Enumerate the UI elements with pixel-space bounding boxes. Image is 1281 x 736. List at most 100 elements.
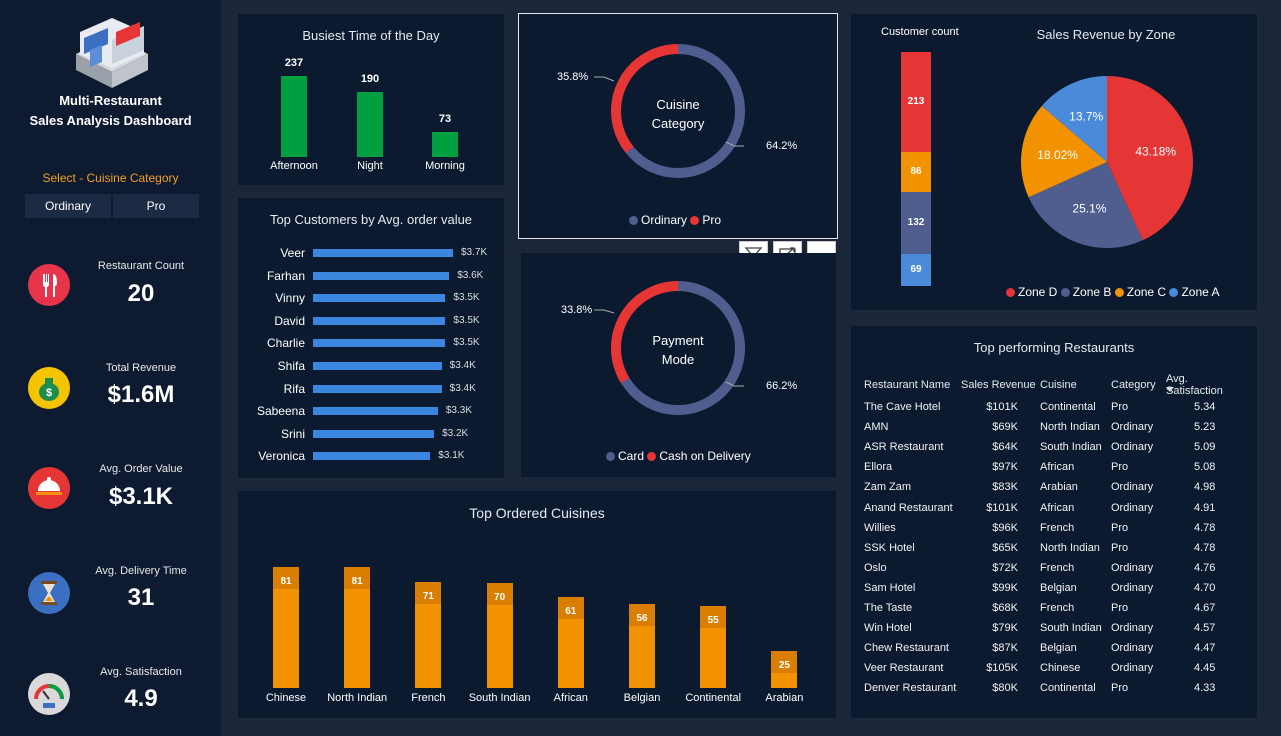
- customer-count-segment-zone-d[interactable]: 213: [901, 52, 931, 152]
- slicer-option-ordinary[interactable]: Ordinary: [25, 194, 111, 218]
- cuisine-bar-category: Continental: [685, 692, 742, 704]
- table-row[interactable]: AMN $69K North Indian Ordinary 5.23: [864, 417, 1246, 437]
- pie-slice-zone-d[interactable]: [1107, 76, 1193, 241]
- legend-item-zone-c[interactable]: Zone C: [1114, 285, 1166, 299]
- cuisine-bar-north-indian[interactable]: 81: [344, 567, 371, 688]
- table-row[interactable]: Oslo $72K French Ordinary 4.76: [864, 558, 1246, 578]
- customer-bar[interactable]: [313, 294, 446, 303]
- customer-bar[interactable]: [313, 407, 438, 416]
- cuisine-bar-african[interactable]: 61: [557, 596, 584, 688]
- column-header[interactable]: Cuisine: [1040, 379, 1077, 391]
- pie-slice-zone-b[interactable]: [1028, 162, 1143, 248]
- customer-bar[interactable]: [313, 271, 450, 280]
- pie-slice-zone-c[interactable]: [1021, 105, 1107, 198]
- cuisine-bar-belgian[interactable]: 56: [629, 604, 655, 688]
- table-cell: Zam Zam: [864, 481, 912, 494]
- cuisine-bar-arabian[interactable]: 25: [771, 650, 798, 688]
- table-cell: 4.45: [1194, 662, 1216, 675]
- pie-slice-zone-a[interactable]: [1041, 76, 1107, 162]
- customer-bar-value: $3.4K: [449, 360, 476, 371]
- column-header[interactable]: Sales Revenue: [961, 379, 1036, 391]
- table-row[interactable]: Sam Hotel $99K Belgian Ordinary 4.70: [864, 578, 1246, 598]
- cuisine-bar-south-indian[interactable]: 70: [486, 583, 513, 688]
- busiest-bar-night[interactable]: [357, 92, 383, 157]
- cash-pct-label: 33.8%: [561, 304, 593, 316]
- customer-bar-value: $3.5K: [453, 337, 480, 349]
- customer-bar[interactable]: [313, 249, 453, 257]
- table-row[interactable]: Anand Restaurant $101K African Ordinary 4.91: [864, 497, 1246, 517]
- kpi-avg-satisfaction-value: 4.9: [124, 685, 158, 712]
- table-row[interactable]: Denver Restaurant $80K Continental Pro 4.33: [864, 678, 1246, 698]
- cuisine-bar-category: French: [411, 692, 446, 704]
- table-cell: Chinese: [1040, 662, 1081, 675]
- customer-count-segment-zone-a[interactable]: 69: [901, 253, 931, 286]
- restaurant-logo-icon: [76, 18, 148, 88]
- legend-item-zone-d[interactable]: Zone D: [1006, 285, 1057, 299]
- table-row[interactable]: Veer Restaurant $105K Chinese Ordinary 4.45: [864, 658, 1246, 678]
- table-cell: Belgian: [1040, 581, 1077, 594]
- legend-item-zone-b[interactable]: Zone B: [1060, 285, 1111, 299]
- column-header[interactable]: Avg. Satisfaction: [1166, 373, 1223, 397]
- legend-item-card[interactable]: Card: [606, 449, 644, 463]
- pie-slice-label: 18.02%: [1037, 148, 1078, 162]
- customer-name: Shifa: [277, 359, 305, 373]
- slicer-option-pro[interactable]: Pro: [113, 194, 199, 218]
- table-cell: South Indian: [1040, 441, 1102, 454]
- table-row[interactable]: Chew Restaurant $87K Belgian Ordinary 4.47: [864, 638, 1246, 658]
- table-row[interactable]: The Cave Hotel $101K Continental Pro 5.34: [864, 397, 1246, 417]
- table-row[interactable]: SSK Hotel $65K North Indian Pro 4.78: [864, 538, 1246, 558]
- table-header-row: Restaurant Name Sales Revenue Cuisine Categ…: [864, 373, 1246, 397]
- customer-bar[interactable]: [313, 339, 446, 348]
- cuisine-bar-category: Belgian: [623, 692, 661, 704]
- column-header[interactable]: Category: [1111, 379, 1156, 391]
- customer-bar[interactable]: [313, 362, 442, 370]
- table-cell: $101K: [986, 401, 1018, 414]
- top-customers-title: Top Customers by Avg. order value: [269, 212, 473, 227]
- table-row[interactable]: ASR Restaurant $64K South Indian Ordinary 5.…: [864, 437, 1246, 457]
- sidebar: Multi-Restaurant Sales Analysis Dashboar…: [0, 0, 221, 736]
- table-cell: $101K: [986, 501, 1018, 514]
- fork-knife-icon: [28, 264, 70, 306]
- table-row[interactable]: Willies $96K French Pro 4.78: [864, 518, 1246, 538]
- table-cell: $79K: [992, 622, 1018, 635]
- customer-count-segment-zone-c[interactable]: 86: [901, 151, 931, 192]
- table-cell: $65K: [992, 541, 1018, 554]
- table-cell: Ordinary: [1111, 441, 1154, 454]
- table-cell: $105K: [986, 662, 1018, 675]
- table-cell: $99K: [992, 581, 1018, 594]
- table-row[interactable]: Zam Zam $83K Arabian Ordinary 4.98: [864, 477, 1246, 497]
- donut-slice-pro[interactable]: [611, 44, 679, 154]
- table-cell: Pro: [1111, 401, 1129, 414]
- busiest-bar-value: 237: [284, 57, 304, 69]
- donut-slice-card[interactable]: [620, 281, 745, 415]
- customer-bar[interactable]: [313, 452, 431, 461]
- busiest-bar-morning[interactable]: [432, 132, 458, 157]
- top-ordered-cuisines-title: Top Ordered Cuisines: [469, 505, 605, 521]
- cuisine-bar-chinese[interactable]: 81: [273, 567, 299, 688]
- sales-revenue-zone-pie: 43.18% 25.1% 18.02% 13.7%: [1021, 76, 1193, 248]
- payment-mode-leader-lines: [594, 309, 744, 387]
- customer-bar-value: $3.5K: [453, 314, 480, 326]
- customer-bar[interactable]: [313, 316, 446, 325]
- customer-count-segment-zone-b[interactable]: 132: [901, 191, 931, 254]
- customer-bar[interactable]: [313, 429, 435, 438]
- cuisine-bar-continental[interactable]: 55: [700, 605, 727, 688]
- legend-item-cash-on-delivery[interactable]: Cash on Delivery: [647, 449, 751, 463]
- donut-slice-ordinary[interactable]: [625, 44, 745, 178]
- column-header[interactable]: Restaurant Name: [864, 379, 951, 391]
- customer-bar[interactable]: [313, 384, 442, 393]
- donut-slice-cash-on-delivery[interactable]: [611, 281, 679, 384]
- sort-desc-icon[interactable]: [1166, 387, 1174, 393]
- table-row[interactable]: The Taste $68K French Pro 4.67: [864, 598, 1246, 618]
- legend-item-zone-a[interactable]: Zone A: [1169, 285, 1219, 299]
- table-row[interactable]: Ellora $97K African Pro 5.08: [864, 457, 1246, 477]
- table-row[interactable]: Win Hotel $79K South Indian Ordinary 4.57: [864, 618, 1246, 638]
- customer-bar-value: $3.1K: [438, 450, 465, 462]
- table-cell: Sam Hotel: [864, 581, 916, 594]
- busiest-bar-afternoon[interactable]: [281, 76, 307, 157]
- legend-item-pro[interactable]: Pro: [690, 213, 721, 227]
- cuisine-bar-french[interactable]: 71: [415, 581, 442, 688]
- table-cell: North Indian: [1040, 541, 1100, 554]
- card-pct-label: 66.2%: [766, 380, 798, 392]
- legend-item-ordinary[interactable]: Ordinary: [629, 213, 687, 227]
